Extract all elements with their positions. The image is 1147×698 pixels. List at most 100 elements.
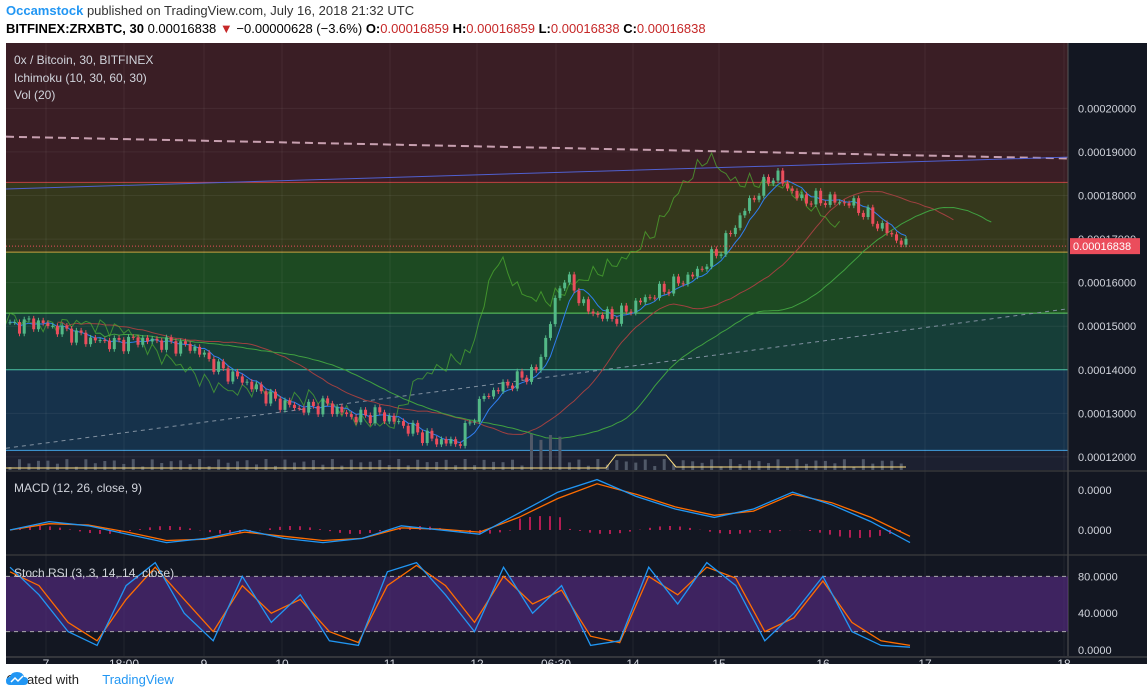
tenkan-line — [9, 180, 907, 444]
time-tick-label: 14 — [626, 657, 640, 664]
candle-body — [558, 288, 562, 298]
candle-body — [430, 430, 434, 439]
candle-body — [473, 421, 477, 423]
candle-body — [435, 438, 439, 445]
candle-body — [615, 319, 619, 324]
candle-body — [748, 198, 752, 211]
candle-body — [487, 395, 491, 397]
tradingview-link[interactable]: TradingView — [102, 672, 174, 687]
candle-body — [136, 337, 140, 345]
price-tick-label: 0.00015000 — [1078, 321, 1136, 333]
time-tick-label: 7 — [43, 657, 50, 664]
candle-body — [41, 320, 45, 324]
candle-body — [496, 390, 500, 392]
candle-body — [605, 309, 609, 319]
chart-canvas[interactable]: 0.000200000.000190000.000180000.00017000… — [6, 43, 1147, 664]
volume-bar — [226, 462, 230, 470]
volume-bar — [596, 459, 600, 470]
candle-body — [672, 276, 676, 294]
candle-body — [236, 371, 240, 377]
zone-band — [6, 450, 1068, 470]
price-tick-label: 0.00012000 — [1078, 452, 1136, 464]
volume-bar — [501, 462, 505, 470]
volume-bar — [643, 459, 647, 470]
price-tick-label: 0.00016000 — [1078, 278, 1136, 290]
candle-body — [439, 439, 443, 445]
candle-body — [316, 406, 320, 415]
candle-body — [819, 190, 823, 204]
candle-body — [311, 401, 315, 407]
candle-body — [13, 322, 17, 324]
candle-body — [449, 439, 453, 444]
candle-body — [273, 391, 277, 399]
author-link[interactable]: Occamstock — [6, 3, 84, 18]
volume-bar — [198, 459, 202, 470]
volume-bar — [84, 459, 88, 470]
candle-body — [425, 430, 429, 444]
candle-body — [89, 337, 93, 345]
volume-bar — [577, 459, 581, 470]
candle-body — [847, 203, 851, 206]
candle-body — [179, 341, 183, 354]
legend-title: 0x / Bitcoin, 30, BITFINEX — [14, 53, 154, 67]
volume-bar — [46, 460, 50, 470]
candle-body — [639, 300, 643, 303]
open-label: O: — [365, 21, 381, 36]
candle-body — [458, 444, 462, 446]
volume-bar — [482, 459, 486, 470]
candle-body — [676, 276, 680, 284]
volume-bar — [511, 459, 515, 470]
candle-body — [785, 183, 789, 189]
price-tick-label: 0.00019000 — [1078, 147, 1136, 159]
volume-bar — [492, 461, 496, 470]
last-price-tag — [1070, 238, 1140, 255]
candle-body — [420, 432, 424, 444]
zone-band — [6, 313, 1068, 370]
candle-body — [17, 322, 21, 334]
trendline — [6, 308, 1069, 449]
stoch-k-line — [9, 561, 911, 648]
volume-bar — [795, 459, 799, 470]
candle-body — [463, 422, 467, 446]
candle-body — [155, 338, 159, 341]
volume-bar — [548, 434, 552, 470]
candle-body — [193, 346, 197, 351]
chart-area[interactable]: 0.000200000.000190000.000180000.00017000… — [6, 43, 1147, 664]
candle-body — [406, 425, 410, 434]
time-tick-label: 12 — [470, 657, 484, 664]
candle-body — [724, 233, 728, 255]
candle-body — [359, 409, 363, 423]
candle-body — [833, 194, 837, 203]
candle-body — [733, 227, 737, 235]
candle-body — [804, 194, 808, 204]
volume-bar — [330, 459, 334, 470]
volume-bar — [672, 464, 676, 470]
volume-bar — [378, 459, 382, 470]
candle-body — [544, 337, 548, 357]
candle-body — [776, 170, 780, 181]
volume-bar — [55, 463, 59, 470]
candle-body — [662, 283, 666, 292]
candle-body — [586, 299, 590, 312]
candle-body — [51, 325, 55, 327]
candle-body — [122, 339, 126, 352]
open-value: 0.00016859 — [380, 21, 449, 36]
footer: Created with TradingView — [6, 672, 174, 687]
candle-body — [188, 344, 192, 351]
candle-body — [501, 381, 505, 392]
candle-body — [98, 340, 102, 342]
candle-body — [610, 309, 614, 320]
candle-body — [880, 223, 884, 229]
volume-bar — [852, 466, 856, 470]
published-line: Occamstock published on TradingView.com,… — [6, 3, 414, 18]
volume-bar — [710, 459, 714, 470]
volume-bar — [103, 460, 107, 470]
candle-body — [283, 400, 287, 410]
candle-body — [288, 400, 292, 405]
candle-body — [108, 340, 112, 350]
candle-body — [55, 325, 59, 335]
zone-band — [6, 43, 1068, 183]
candle-body — [857, 198, 861, 213]
candle-body — [164, 337, 168, 350]
macd-tick-label: 0.0000 — [1078, 525, 1112, 537]
